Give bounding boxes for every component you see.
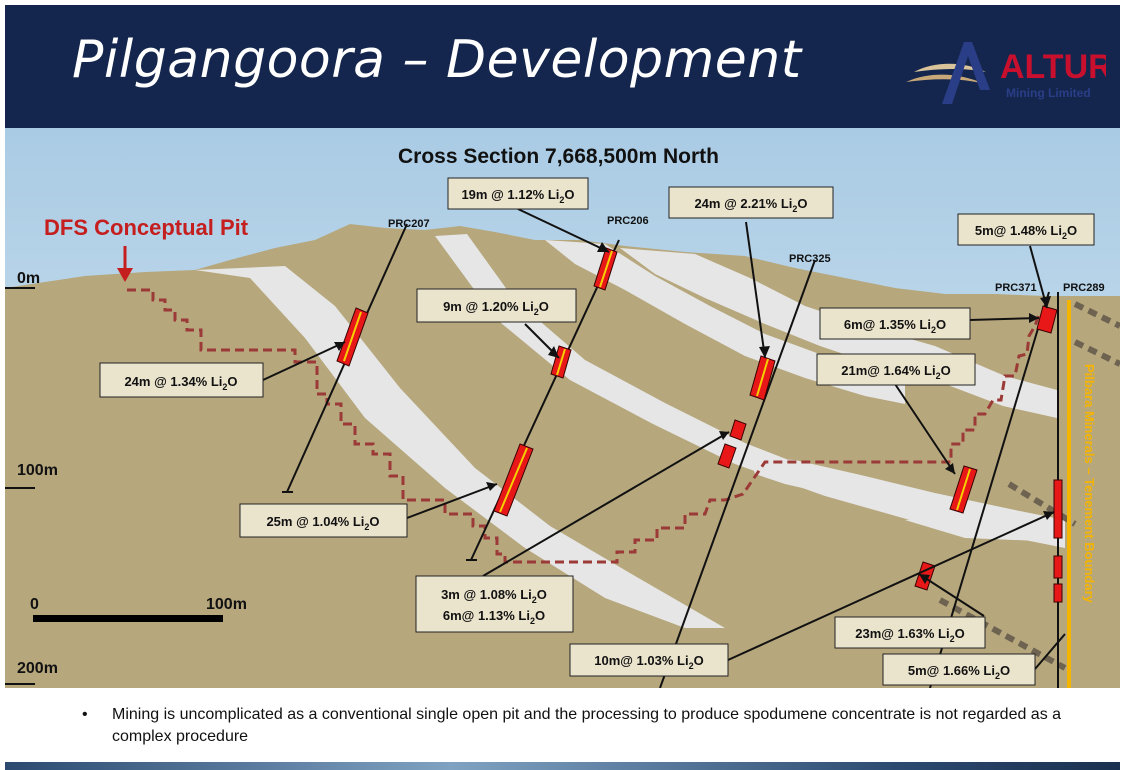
scale-bar [33,615,223,622]
tenement-boundary-label: Pilbara Minerals – Tenement Boundary [1082,364,1097,604]
drill-end-ticks [282,491,477,561]
pit-arrow-head [117,268,133,282]
pegmatite-dyke-3 [545,240,905,404]
svg-text:5m@ 1.66% Li2O: 5m@ 1.66% Li2O [908,663,1010,681]
slide-title: Pilgangoora – Development [72,30,802,90]
svg-text:24m @ 2.21% Li2O: 24m @ 2.21% Li2O [694,196,807,214]
depth-label-200: 200m [17,660,58,677]
intercept-label-25m: 25m @ 1.04% Li2O [239,503,408,538]
depth-label-100: 100m [17,462,58,479]
drill-traces [286,223,1059,688]
intercept-label-10m: 10m@ 1.03% Li2O [569,643,729,677]
svg-text:6m@ 1.35% Li2O: 6m@ 1.35% Li2O [844,317,946,335]
scale-start-label: 0 [30,596,39,613]
intercept-label-19m: 19m @ 1.12% Li2O [447,177,589,210]
svg-text:5m@ 1.48% Li2O: 5m@ 1.48% Li2O [975,223,1077,241]
drillhole-label-prc207: PRC207 [388,218,430,230]
drillhole-label-prc206: PRC206 [607,215,649,227]
svg-text:25m @ 1.04% Li2O: 25m @ 1.04% Li2O [266,514,379,532]
leader-arrowheads [334,242,1054,584]
intercept-callouts: 19m @ 1.12% Li2O 24m @ 2.21% Li2O 5m@ 1.… [99,177,1095,686]
pit-label: DFS Conceptual Pit [44,215,249,240]
intercept-label-6m-1-35: 6m@ 1.35% Li2O [819,307,971,340]
fault-lines [938,301,1120,671]
svg-text:24m @ 1.34% Li2O: 24m @ 1.34% Li2O [124,374,237,392]
svg-text:9m @ 1.20% Li2O: 9m @ 1.20% Li2O [443,299,549,317]
scale-end-label: 100m [206,596,247,613]
svg-text:23m@ 1.63% Li2O: 23m@ 1.63% Li2O [855,626,964,644]
intercept-label-5m-1-66: 5m@ 1.66% Li2O [882,653,1036,686]
intercept-label-21m: 21m@ 1.64% Li2O [816,353,976,386]
company-logo: ALTURA Mining Limited [906,42,1106,104]
leader-lines [262,208,1066,670]
footer-bar [5,762,1120,770]
intercept-label-24m-2-21: 24m @ 2.21% Li2O [668,186,834,219]
logo-name: ALTURA [1000,48,1106,86]
svg-text:19m @ 1.12% Li2O: 19m @ 1.12% Li2O [461,187,574,205]
dfs-pit-outline [127,288,1041,564]
logo-subtitle: Mining Limited [1006,86,1091,100]
intercept-core [343,250,971,513]
intercept-label-9m: 9m @ 1.20% Li2O [416,288,577,323]
svg-text:10m@ 1.03% Li2O: 10m@ 1.03% Li2O [594,653,703,671]
svg-text:21m@ 1.64% Li2O: 21m@ 1.64% Li2O [841,363,950,381]
pegmatite-dyke-6 [905,516,1065,542]
depth-label-0: 0m [17,270,40,287]
drillhole-label-prc289: PRC289 [1063,282,1105,294]
pegmatite-dyke-1 [195,266,725,628]
intercept-label-23m: 23m@ 1.63% Li2O [834,616,986,649]
bullet-marker: • [82,706,88,723]
bullet-text: Mining is uncomplicated as a conventiona… [112,706,1062,745]
drillhole-label-prc371: PRC371 [995,282,1037,294]
cross-section-diagram: Pilbara Minerals – Tenement Boundary Cro… [5,128,1120,688]
svg-text:6m@ 1.13% Li2O: 6m@ 1.13% Li2O [443,608,545,626]
intercept-label-5m-1-48: 5m@ 1.48% Li2O [957,213,1095,246]
drillhole-label-prc325: PRC325 [789,253,831,265]
svg-text:3m @ 1.08% Li2O: 3m @ 1.08% Li2O [441,587,547,605]
intercept-label-24m-1-34: 24m @ 1.34% Li2O [99,362,264,398]
intercept-label-3m-6m: 3m @ 1.08% Li2O 6m@ 1.13% Li2O [415,575,574,633]
section-title: Cross Section 7,668,500m North [398,145,719,168]
